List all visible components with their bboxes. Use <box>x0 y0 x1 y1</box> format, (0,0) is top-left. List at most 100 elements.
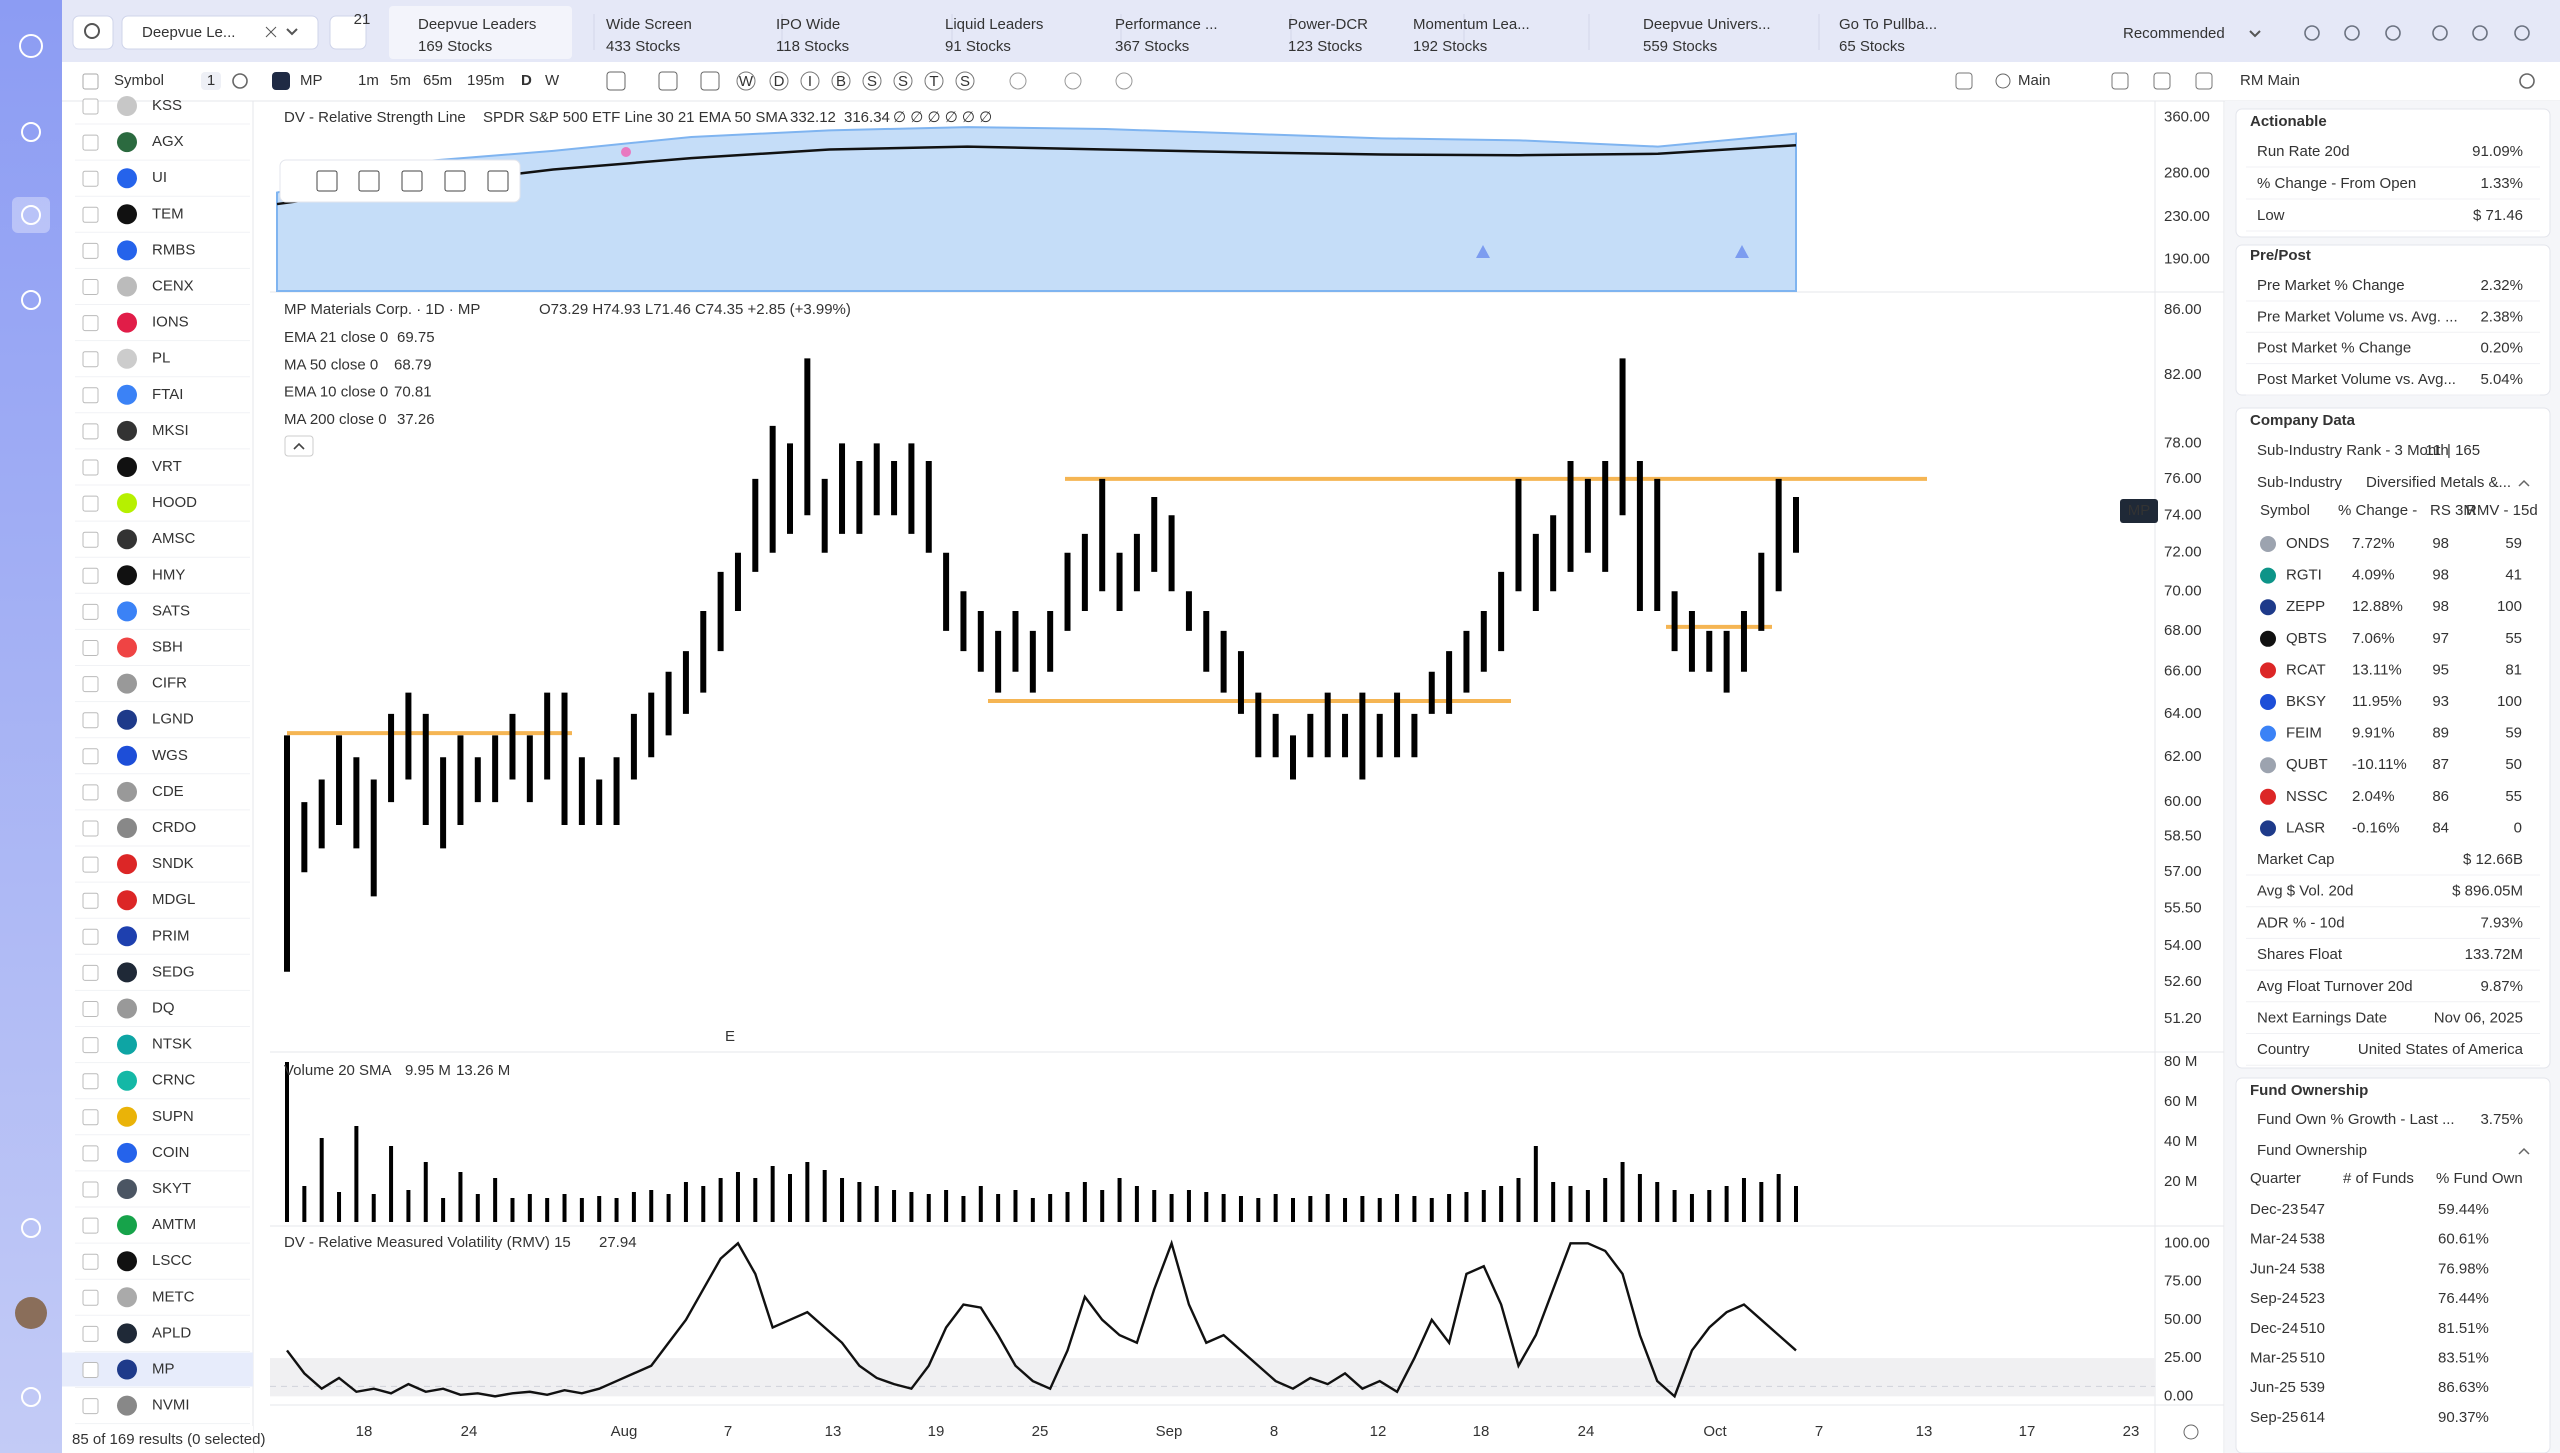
peer-symbol[interactable]: LASR <box>2286 819 2325 836</box>
tool-letter[interactable]: W <box>739 73 754 90</box>
tool-icon[interactable] <box>831 71 851 91</box>
watchlist-symbol[interactable]: UI <box>152 169 167 186</box>
peer-symbol[interactable]: QBTS <box>2286 630 2327 647</box>
tool-icon[interactable] <box>1009 72 1027 90</box>
watchlist-symbol[interactable]: NVMI <box>152 1397 190 1414</box>
tool-letter[interactable]: S <box>867 73 877 90</box>
watchlist-symbol[interactable]: SEDG <box>152 963 195 980</box>
watchlist-symbol[interactable]: RMBS <box>152 241 195 258</box>
logo[interactable] <box>19 34 43 58</box>
nav-icon[interactable] <box>21 1387 41 1407</box>
watchlist-symbol[interactable]: TEM <box>152 205 184 222</box>
watchlist-symbol[interactable]: DQ <box>152 999 175 1016</box>
watchlist-symbol[interactable]: MKSI <box>152 422 189 439</box>
watchlist-symbol[interactable]: CRDO <box>152 819 196 836</box>
watchlist-symbol[interactable]: AGX <box>152 133 184 150</box>
watchlist-symbol[interactable]: SBH <box>152 638 183 655</box>
watchlist-symbol[interactable]: NTSK <box>152 1036 192 1053</box>
tab-name[interactable]: Go To Pullba... <box>1839 16 1937 33</box>
watchlist-symbol[interactable]: MP <box>152 1360 175 1377</box>
interval[interactable]: 195m <box>467 72 505 89</box>
tool-icon[interactable] <box>1115 72 1133 90</box>
watchlist-symbol[interactable]: LGND <box>152 711 194 728</box>
watchlist-symbol[interactable]: WGS <box>152 747 188 764</box>
avatar[interactable] <box>15 1297 47 1329</box>
tab-count[interactable]: 123 Stocks <box>1288 38 1362 55</box>
peer-symbol[interactable]: RGTI <box>2286 567 2322 584</box>
watchlist-symbol[interactable]: CIFR <box>152 675 187 692</box>
tool-letter[interactable]: S <box>960 73 970 90</box>
tab-count[interactable]: 192 Stocks <box>1413 38 1487 55</box>
watchlist-symbol[interactable]: SATS <box>152 602 190 619</box>
tool-letter[interactable]: I <box>808 73 812 90</box>
tab-name[interactable]: Deepvue Univers... <box>1643 16 1771 33</box>
tool-icon[interactable] <box>924 71 944 91</box>
interval[interactable]: 65m <box>423 72 452 89</box>
tab-name[interactable]: Power-DCR <box>1288 16 1368 33</box>
tool-letter[interactable]: S <box>898 73 908 90</box>
peer-symbol[interactable]: ONDS <box>2286 535 2329 552</box>
sort-select[interactable]: Recommended <box>2123 25 2225 42</box>
tool-icon[interactable] <box>1064 72 1082 90</box>
watchlist-symbol[interactable]: FTAI <box>152 386 183 403</box>
toolbar-icon[interactable] <box>2432 25 2448 41</box>
watchlist-symbol[interactable]: COIN <box>152 1144 190 1161</box>
toolbar-icon[interactable] <box>2344 25 2360 41</box>
tab-count[interactable]: 367 Stocks <box>1115 38 1189 55</box>
peer-symbol[interactable]: NSSC <box>2286 788 2328 805</box>
watchlist-symbol[interactable]: PL <box>152 350 170 367</box>
watchlist-symbol[interactable]: CRNC <box>152 1072 195 1089</box>
interval[interactable]: 1m <box>358 72 379 89</box>
nav-icon[interactable] <box>21 205 41 225</box>
tab-count[interactable]: 118 Stocks <box>776 38 849 55</box>
toolbar-icon[interactable] <box>2514 25 2530 41</box>
settings-icon[interactable] <box>232 73 248 89</box>
peer-symbol[interactable]: QUBT <box>2286 756 2328 773</box>
nav-icon[interactable] <box>21 1218 41 1238</box>
settings-icon[interactable] <box>2183 1424 2199 1440</box>
watchlist-symbol[interactable]: METC <box>152 1288 195 1305</box>
tool-icon[interactable] <box>800 71 820 91</box>
toolbar-icon[interactable] <box>2385 25 2401 41</box>
toolbar-icon[interactable] <box>2472 25 2488 41</box>
watchlist-name[interactable]: Deepvue Le... <box>142 24 235 41</box>
watchlist-symbol[interactable]: LSCC <box>152 1252 192 1269</box>
tool-icon[interactable] <box>862 71 882 91</box>
tab-name[interactable]: IPO Wide <box>776 16 840 33</box>
watchlist-symbol[interactable]: SUPN <box>152 1108 194 1125</box>
watchlist-symbol[interactable]: KSS <box>152 97 182 114</box>
interval[interactable]: W <box>545 72 560 89</box>
tab-name[interactable]: Wide Screen <box>606 16 692 33</box>
tab-name[interactable]: Performance ... <box>1115 16 1218 33</box>
interval[interactable]: D <box>521 72 532 89</box>
peer-symbol[interactable]: FEIM <box>2286 725 2322 742</box>
layout-select[interactable]: Main <box>2018 72 2051 89</box>
tab-name[interactable]: Liquid Leaders <box>945 16 1043 33</box>
watchlist-symbol[interactable]: VRT <box>152 458 182 475</box>
ticker[interactable]: MP <box>300 72 323 89</box>
tab-name[interactable]: Momentum Lea... <box>1413 16 1530 33</box>
tab-count[interactable]: 65 Stocks <box>1839 38 1905 55</box>
watchlist-symbol[interactable]: SNDK <box>152 855 194 872</box>
panel-select[interactable]: RM Main <box>2240 72 2300 89</box>
layout-icon[interactable] <box>1995 73 2011 89</box>
peer-symbol[interactable]: BKSY <box>2286 693 2326 710</box>
tool-icon[interactable] <box>955 71 975 91</box>
watchlist-symbol[interactable]: PRIM <box>152 927 190 944</box>
watchlist-symbol[interactable]: SKYT <box>152 1180 191 1197</box>
tool-icon[interactable] <box>769 71 789 91</box>
tool-icon[interactable] <box>893 71 913 91</box>
tab-count[interactable]: 433 Stocks <box>606 38 680 55</box>
tool-letter[interactable]: B <box>836 73 846 90</box>
nav-icon[interactable] <box>21 122 41 142</box>
watchlist-symbol[interactable]: AMTM <box>152 1216 196 1233</box>
tool-icon[interactable] <box>736 71 756 91</box>
toolbar-icon[interactable] <box>2304 25 2320 41</box>
peer-symbol[interactable]: ZEPP <box>2286 598 2325 615</box>
watchlist-symbol[interactable]: IONS <box>152 314 189 331</box>
tab-count[interactable]: 91 Stocks <box>945 38 1011 55</box>
interval[interactable]: 5m <box>390 72 411 89</box>
tab-count[interactable]: 559 Stocks <box>1643 38 1717 55</box>
watchlist-symbol[interactable]: CENX <box>152 277 194 294</box>
settings-icon[interactable] <box>2519 73 2535 89</box>
